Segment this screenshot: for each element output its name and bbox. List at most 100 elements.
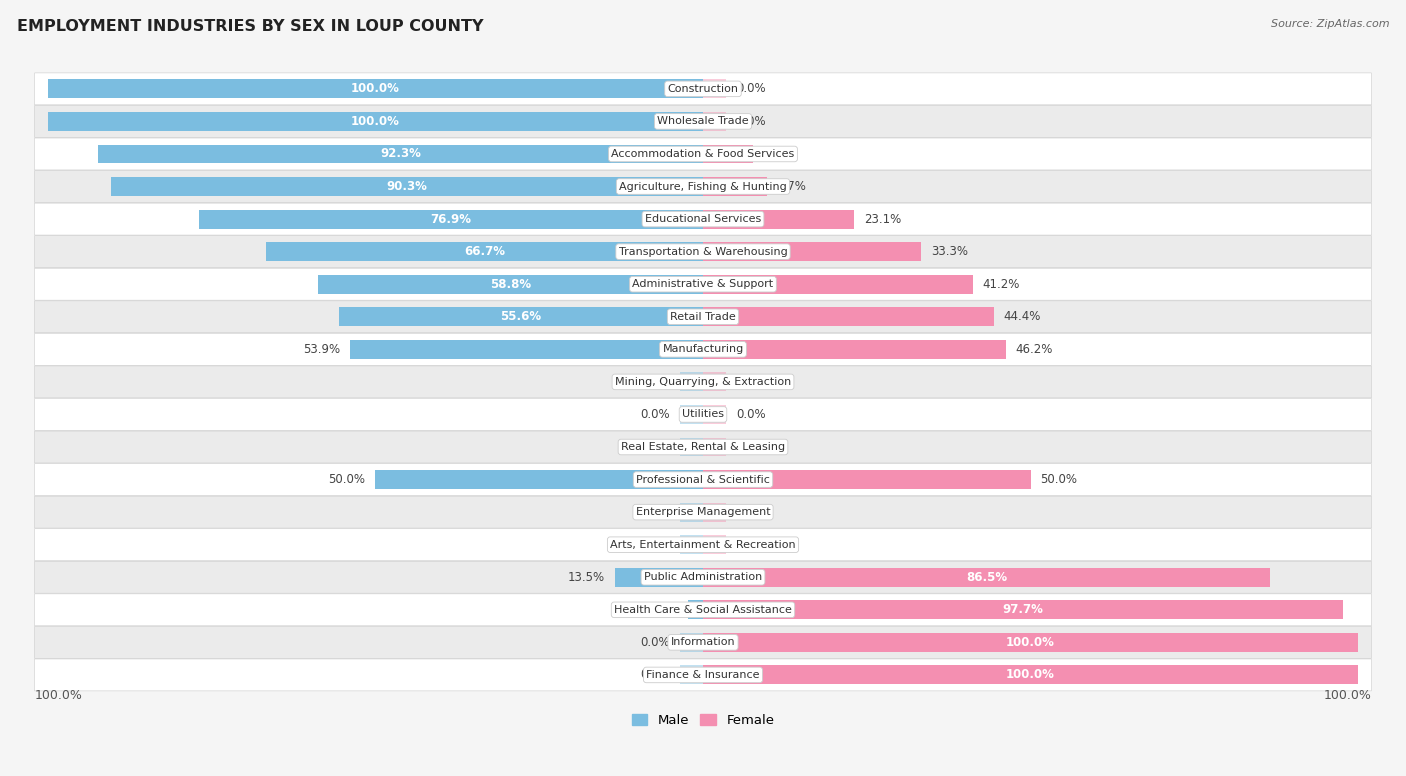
Bar <box>614 568 703 587</box>
Text: 33.3%: 33.3% <box>931 245 967 258</box>
Bar <box>703 372 725 391</box>
Bar <box>703 405 725 424</box>
FancyBboxPatch shape <box>35 334 1371 365</box>
Text: 50.0%: 50.0% <box>329 473 366 486</box>
FancyBboxPatch shape <box>35 659 1371 691</box>
Text: 9.7%: 9.7% <box>776 180 806 193</box>
Text: 100.0%: 100.0% <box>35 688 83 702</box>
Text: Retail Trade: Retail Trade <box>671 312 735 322</box>
Text: 97.7%: 97.7% <box>1002 603 1043 616</box>
Text: 44.4%: 44.4% <box>1004 310 1040 324</box>
Text: 0.0%: 0.0% <box>641 539 671 551</box>
Text: 50.0%: 50.0% <box>1040 473 1077 486</box>
Legend: Male, Female: Male, Female <box>626 708 780 732</box>
Text: Professional & Scientific: Professional & Scientific <box>636 475 770 484</box>
Bar <box>703 210 855 229</box>
Text: Transportation & Warehousing: Transportation & Warehousing <box>619 247 787 257</box>
Text: 0.0%: 0.0% <box>641 636 671 649</box>
Bar <box>703 340 1005 359</box>
Text: 58.8%: 58.8% <box>489 278 531 291</box>
Bar <box>703 438 725 456</box>
Bar <box>375 470 703 489</box>
Bar <box>681 438 703 456</box>
Text: 100.0%: 100.0% <box>352 82 399 95</box>
FancyBboxPatch shape <box>35 138 1371 170</box>
FancyBboxPatch shape <box>35 496 1371 528</box>
Bar <box>703 535 725 554</box>
FancyBboxPatch shape <box>35 528 1371 560</box>
Text: Public Administration: Public Administration <box>644 572 762 582</box>
Text: Administrative & Support: Administrative & Support <box>633 279 773 289</box>
Bar <box>703 666 1358 684</box>
Bar <box>48 79 703 99</box>
Bar <box>266 242 703 261</box>
Text: 76.9%: 76.9% <box>430 213 471 226</box>
Text: Construction: Construction <box>668 84 738 94</box>
FancyBboxPatch shape <box>35 268 1371 300</box>
Bar <box>703 112 725 131</box>
FancyBboxPatch shape <box>35 626 1371 658</box>
FancyBboxPatch shape <box>35 463 1371 496</box>
Text: Source: ZipAtlas.com: Source: ZipAtlas.com <box>1271 19 1389 29</box>
Bar <box>703 307 994 326</box>
Text: EMPLOYMENT INDUSTRIES BY SEX IN LOUP COUNTY: EMPLOYMENT INDUSTRIES BY SEX IN LOUP COU… <box>17 19 484 34</box>
FancyBboxPatch shape <box>35 73 1371 105</box>
Bar <box>688 601 703 619</box>
Bar <box>703 177 766 196</box>
Text: Finance & Insurance: Finance & Insurance <box>647 670 759 680</box>
Text: Educational Services: Educational Services <box>645 214 761 224</box>
Text: Utilities: Utilities <box>682 410 724 420</box>
Text: Health Care & Social Assistance: Health Care & Social Assistance <box>614 605 792 615</box>
Text: Manufacturing: Manufacturing <box>662 345 744 355</box>
Text: 41.2%: 41.2% <box>983 278 1021 291</box>
Text: Mining, Quarrying, & Extraction: Mining, Quarrying, & Extraction <box>614 377 792 387</box>
Text: 0.0%: 0.0% <box>735 506 765 518</box>
FancyBboxPatch shape <box>35 106 1371 137</box>
Bar <box>681 503 703 521</box>
Bar <box>98 144 703 164</box>
Bar <box>318 275 703 293</box>
Text: Information: Information <box>671 637 735 647</box>
Text: 86.5%: 86.5% <box>966 571 1007 584</box>
FancyBboxPatch shape <box>35 561 1371 593</box>
Text: 0.0%: 0.0% <box>735 408 765 421</box>
Bar <box>681 535 703 554</box>
Text: 0.0%: 0.0% <box>641 441 671 453</box>
Bar <box>681 633 703 652</box>
Text: 55.6%: 55.6% <box>501 310 541 324</box>
Bar <box>703 275 973 293</box>
Text: 100.0%: 100.0% <box>1007 636 1054 649</box>
Bar <box>703 568 1270 587</box>
Bar <box>681 405 703 424</box>
Text: 23.1%: 23.1% <box>865 213 901 226</box>
Text: 100.0%: 100.0% <box>352 115 399 128</box>
FancyBboxPatch shape <box>35 366 1371 398</box>
Text: 0.0%: 0.0% <box>735 82 765 95</box>
FancyBboxPatch shape <box>35 301 1371 333</box>
Text: 7.7%: 7.7% <box>763 147 793 161</box>
Text: 46.2%: 46.2% <box>1015 343 1053 356</box>
Bar <box>339 307 703 326</box>
Bar <box>703 503 725 521</box>
Text: 0.0%: 0.0% <box>641 668 671 681</box>
Text: 2.3%: 2.3% <box>648 603 678 616</box>
Bar <box>350 340 703 359</box>
FancyBboxPatch shape <box>35 171 1371 203</box>
Text: 13.5%: 13.5% <box>568 571 605 584</box>
FancyBboxPatch shape <box>35 594 1371 625</box>
Text: 0.0%: 0.0% <box>735 376 765 389</box>
Bar <box>703 242 921 261</box>
Text: Accommodation & Food Services: Accommodation & Food Services <box>612 149 794 159</box>
Bar <box>48 112 703 131</box>
Bar <box>681 372 703 391</box>
FancyBboxPatch shape <box>35 203 1371 235</box>
Text: Wholesale Trade: Wholesale Trade <box>657 116 749 126</box>
Text: 0.0%: 0.0% <box>641 376 671 389</box>
Bar <box>681 666 703 684</box>
Text: 100.0%: 100.0% <box>1323 688 1371 702</box>
Text: Enterprise Management: Enterprise Management <box>636 508 770 517</box>
Text: Agriculture, Fishing & Hunting: Agriculture, Fishing & Hunting <box>619 182 787 192</box>
Text: 100.0%: 100.0% <box>1007 668 1054 681</box>
Text: 92.3%: 92.3% <box>380 147 420 161</box>
Bar <box>703 79 725 99</box>
